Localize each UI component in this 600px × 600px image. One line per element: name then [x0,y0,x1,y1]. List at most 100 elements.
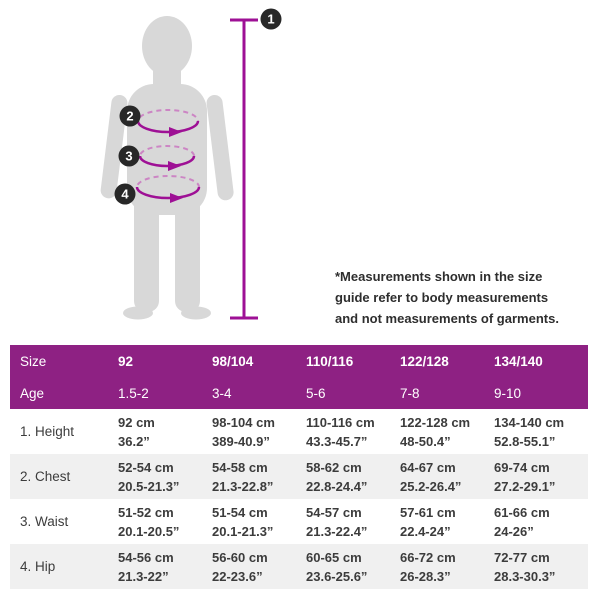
hip-measure-band [135,175,201,203]
cm-value: 51-52 cm [118,504,174,520]
measurement-cell: 54-56 cm 21.3-22” [118,548,212,586]
measurement-cell: 72-77 cm 28.3-30.3” [494,548,588,586]
note-line-3: and not measurements of garments. [335,311,559,326]
measurement-cell: 54-57 cm 21.3-22.4” [306,503,400,541]
measurement-cell: 69-74 cm 27.2-29.1” [494,458,588,496]
measurement-cell: 52-54 cm 20.5-21.3” [118,458,212,496]
cm-value: 110-116 cm [306,414,375,430]
marker-3-label: 3 [125,149,132,164]
measurement-cell: 122-128 cm 48-50.4” [400,413,494,451]
cm-value: 69-74 cm [494,459,550,475]
measurement-cell: 64-67 cm 25.2-26.4” [400,458,494,496]
inch-value: 26-28.3” [400,568,451,584]
row-label: 3. Waist [20,514,69,529]
cm-value: 98-104 cm [212,414,275,430]
inch-value: 22.4-24” [400,523,451,539]
size-column-122-128: 122/128 [400,353,449,369]
age-value-4: 7-8 [400,385,420,401]
cm-value: 51-54 cm [212,504,268,520]
inch-value: 21.3-22.4” [306,523,368,539]
cm-value: 66-72 cm [400,549,456,565]
measurement-cell: 92 cm 36.2” [118,413,212,451]
inch-value: 20.1-21.3” [212,523,274,539]
age-value-5: 9-10 [494,385,522,401]
inch-value: 21.3-22” [118,568,169,584]
table-row: 3. Waist 51-52 cm 20.1-20.5” 51-54 cm 20.1-2… [10,499,588,544]
inch-value: 43.3-45.7” [306,433,368,449]
cm-value: 134-140 cm [494,414,565,430]
size-table: Size 92 98/104 110/116 122/128 134/140 A… [10,345,588,589]
size-table-header: Size 92 98/104 110/116 122/128 134/140 A… [10,345,588,409]
measurement-cell: 51-54 cm 20.1-21.3” [212,503,306,541]
marker-1-label: 1 [267,12,274,27]
measurement-cell: 56-60 cm 22-23.6” [212,548,306,586]
measurement-cell: 54-58 cm 21.3-22.8” [212,458,306,496]
cm-value: 92 cm [118,414,155,430]
waist-measure-band [138,145,196,171]
inch-value: 22.8-24.4” [306,478,368,494]
cm-value: 122-128 cm [400,414,471,430]
measurement-cell: 57-61 cm 22.4-24” [400,503,494,541]
marker-2: 2 [119,105,141,127]
inch-value: 25.2-26.4” [400,478,462,494]
inch-value: 36.2” [118,433,150,449]
size-column-98-104: 98/104 [212,353,254,369]
inch-value: 52.8-55.1” [494,433,556,449]
size-column-92: 92 [118,353,134,369]
marker-3: 3 [118,145,140,167]
measurements-note: *Measurements shown in the size guide re… [335,266,565,329]
table-row: 4. Hip 54-56 cm 21.3-22” 56-60 cm 22-23.6” 60… [10,544,588,589]
inch-value: 20.1-20.5” [118,523,180,539]
cm-value: 54-57 cm [306,504,362,520]
inch-value: 28.3-30.3” [494,568,556,584]
table-row: 1. Height 92 cm 36.2” 98-104 cm 389-40.9” 110… [10,409,588,454]
cm-value: 57-61 cm [400,504,456,520]
age-value-1: 1.5-2 [118,385,149,401]
size-header-row: Size 92 98/104 110/116 122/128 134/140 [10,345,588,377]
measurement-cell: 61-66 cm 24-26” [494,503,588,541]
age-value-3: 5-6 [306,385,326,401]
inch-value: 27.2-29.1” [494,478,556,494]
size-header-label: Size [20,353,47,369]
inch-value: 23.6-25.6” [306,568,368,584]
marker-4-label: 4 [121,187,129,202]
measurement-cell: 51-52 cm 20.1-20.5” [118,503,212,541]
inch-value: 22-23.6” [212,568,263,584]
row-label: 1. Height [20,424,75,439]
age-header-row: Age 1.5-2 3-4 5-6 7-8 9-10 [10,377,588,409]
size-column-134-140: 134/140 [494,353,543,369]
measurement-cell: 98-104 cm 389-40.9” [212,413,306,451]
cm-value: 61-66 cm [494,504,550,520]
height-measure-line [230,18,258,320]
inch-value: 24-26” [494,523,534,539]
cm-value: 56-60 cm [212,549,268,565]
row-label: 2. Chest [20,469,71,484]
cm-value: 54-56 cm [118,549,174,565]
size-table-body: 1. Height 92 cm 36.2” 98-104 cm 389-40.9” 110… [10,409,588,589]
cm-value: 64-67 cm [400,459,456,475]
size-column-110-116: 110/116 [306,353,354,369]
measurement-cell: 110-116 cm 43.3-45.7” [306,413,400,451]
age-header-label: Age [20,385,45,401]
marker-1: 1 [260,8,282,30]
cm-value: 72-77 cm [494,549,550,565]
child-silhouette-figure [100,16,234,320]
note-line-1: *Measurements shown in the size [335,269,543,284]
note-line-2: guide refer to body measurements [335,290,549,305]
measurement-cell: 134-140 cm 52.8-55.1” [494,413,588,451]
cm-value: 58-62 cm [306,459,362,475]
inch-value: 20.5-21.3” [118,478,180,494]
size-guide-figure: 1 2 3 4 [100,8,282,320]
marker-4: 4 [114,183,136,205]
inch-value: 21.3-22.8” [212,478,274,494]
cm-value: 54-58 cm [212,459,268,475]
cm-value: 60-65 cm [306,549,362,565]
cm-value: 52-54 cm [118,459,174,475]
marker-2-label: 2 [126,109,133,124]
inch-value: 48-50.4” [400,433,451,449]
measurement-cell: 58-62 cm 22.8-24.4” [306,458,400,496]
inch-value: 389-40.9” [212,433,270,449]
measurement-cell: 60-65 cm 23.6-25.6” [306,548,400,586]
age-value-2: 3-4 [212,385,232,401]
table-row: 2. Chest 52-54 cm 20.5-21.3” 54-58 cm 21.3-2… [10,454,588,499]
